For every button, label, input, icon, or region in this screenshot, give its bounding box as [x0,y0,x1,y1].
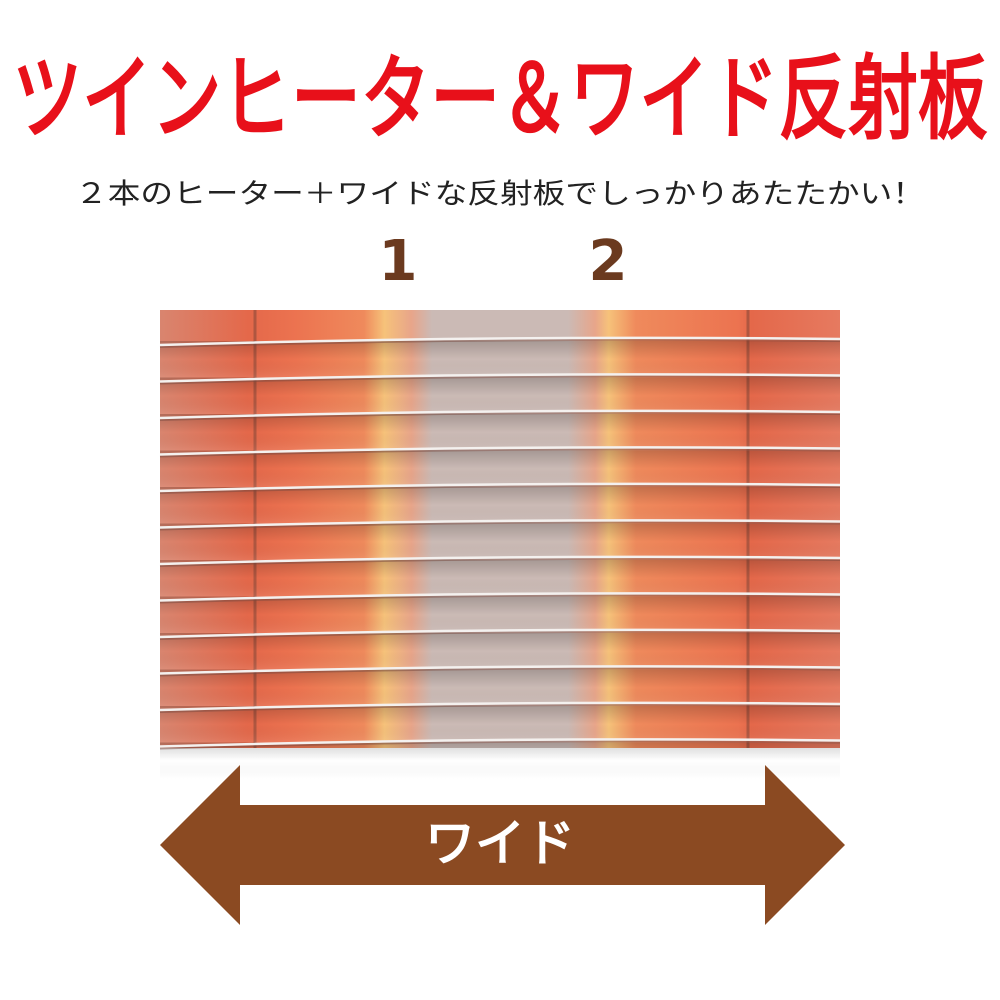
band-shade [160,341,840,378]
wire [159,519,841,529]
wire-shadow [159,594,841,604]
wire [159,701,841,712]
heater-panel [159,310,841,779]
wire [159,336,841,347]
wire-shadow [159,667,841,677]
wire-shadow [159,484,841,494]
wire-shadow [159,338,841,348]
band-shade [160,560,840,597]
band-shade [160,487,840,524]
arrow-label: ワイド [425,815,575,873]
wire [159,373,841,383]
wire-shadow [159,375,841,385]
wire-shadow [159,740,841,750]
heater-label: 2 [589,229,628,294]
wire [159,446,841,456]
wire-shadow [159,703,841,713]
subtitle: ２本のヒーター＋ワイドな反射板でしっかりあたたかい！ [75,177,925,210]
wire [159,555,841,566]
band-shade [160,596,840,633]
band-shade [160,523,840,560]
wire-shadow [159,448,841,458]
wire [159,409,841,420]
band-shade [160,633,840,670]
wire-shadow [159,411,841,421]
wire [159,738,841,748]
wire [159,628,841,639]
wire-shadow [159,630,841,640]
title: ツインヒーター＆ワイド反射板 [13,45,988,152]
wire [159,592,841,602]
band-shade [160,742,840,779]
wire [159,482,841,493]
wide-arrow [160,765,845,925]
band-shade [160,706,840,743]
wire [159,665,841,675]
band-shade [160,414,840,451]
wire-shadow [159,521,841,531]
band-shade [160,450,840,487]
wire-shadow [159,557,841,567]
band-shade [160,377,840,414]
heater-label: 1 [379,229,418,294]
band-shade [160,669,840,706]
